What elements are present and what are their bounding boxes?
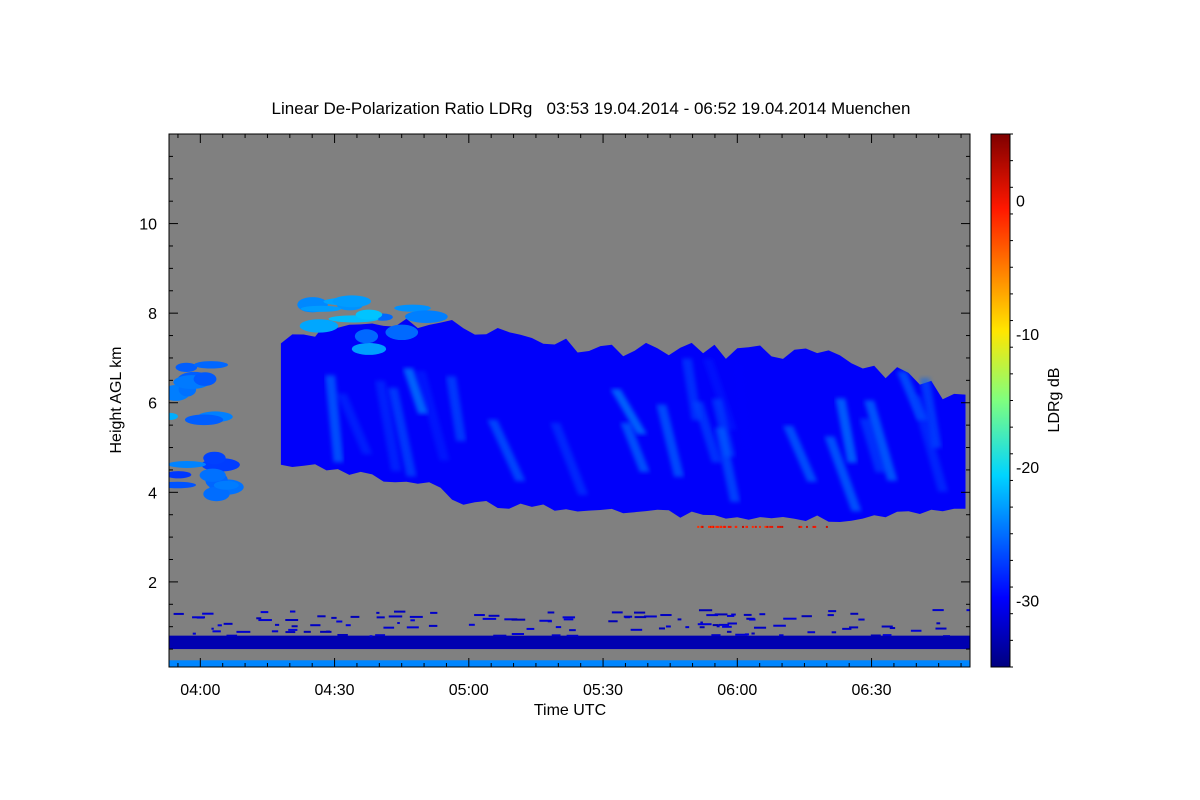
y-axis: 2 4 6 8 10 <box>139 133 970 650</box>
scattered-points-shape <box>697 525 828 528</box>
x-tick-label: 04:00 <box>180 682 220 699</box>
colorbar-axis: 0 -10 -20 -30 <box>1010 133 1039 668</box>
y-tick-label: 2 <box>148 575 157 592</box>
cirrus-main-shape <box>280 318 966 522</box>
colorbar-tick-label: -30 <box>1016 593 1039 610</box>
y-tick-label: 6 <box>148 396 157 413</box>
x-tick-label: 06:30 <box>852 682 892 699</box>
upper-cloud-fragments-shape <box>297 295 448 355</box>
y-tick-label: 10 <box>139 217 157 234</box>
x-tick-label: 06:00 <box>717 682 757 699</box>
colorbar-tick-label: 0 <box>1016 194 1025 211</box>
colorbar-tick-label: -20 <box>1016 460 1039 477</box>
x-axis-label: Time UTC <box>534 702 606 719</box>
boundary-layer-shape <box>169 609 970 650</box>
colorbar-label: LDRg dB <box>1046 368 1063 433</box>
colorbar-tick-label: -10 <box>1016 327 1039 344</box>
heatmap-features <box>169 295 970 667</box>
plot-frame <box>168 133 971 668</box>
near-ground-shape <box>169 660 970 667</box>
chart-title: Linear De-Polarization Ratio LDRg 03:53 … <box>272 99 911 118</box>
y-axis-label: Height AGL km <box>108 346 125 453</box>
x-tick-label: 05:00 <box>449 682 489 699</box>
y-tick-label: 4 <box>148 485 157 502</box>
left-cloud-patch-shape <box>169 361 233 426</box>
colorbar <box>990 133 1011 668</box>
x-tick-label: 05:30 <box>583 682 623 699</box>
left-low-patch-shape <box>169 451 244 502</box>
x-tick-label: 04:30 <box>315 682 355 699</box>
y-tick-label: 8 <box>148 306 157 323</box>
x-axis: 04:00 04:30 05:00 05:30 06:00 06:30 <box>177 134 962 699</box>
